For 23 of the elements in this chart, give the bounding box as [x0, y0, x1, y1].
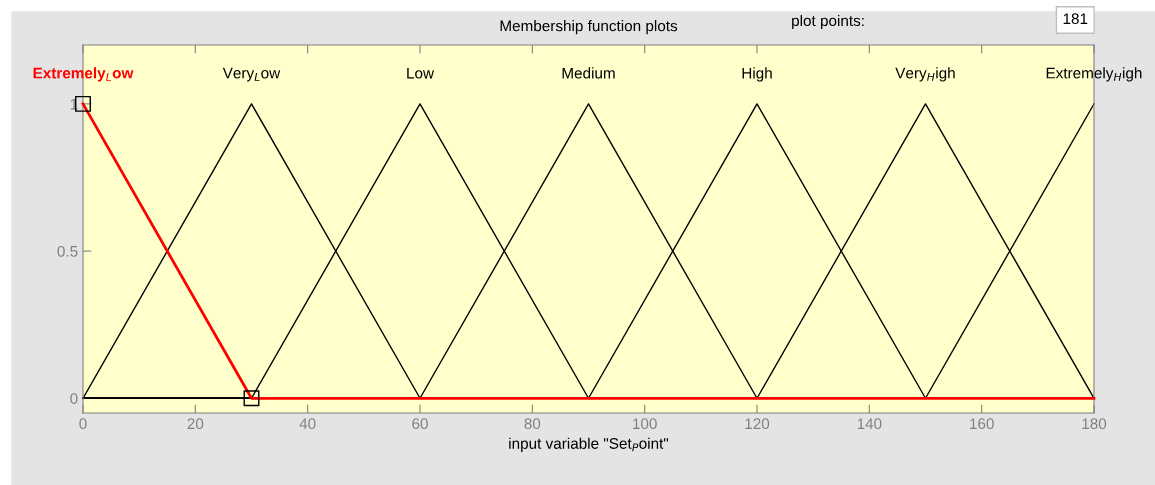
x-tick-label: 80	[524, 418, 541, 430]
y-tick-label: 0.5	[57, 245, 78, 257]
series-label: Extremely$_{L}$ow	[33, 67, 134, 82]
x-tick-label: 60	[412, 418, 428, 430]
x-tick-label: 120	[745, 418, 770, 430]
series-label: Very$_{H}$igh	[895, 67, 955, 82]
series-label: Very$_{L}$ow	[222, 67, 281, 82]
x-tick-label: 40	[299, 418, 316, 430]
x-tick-label: 100	[633, 418, 657, 430]
x-tick-label: 20	[187, 418, 204, 430]
text: Medium	[562, 67, 615, 79]
text: plot points:	[792, 14, 864, 30]
x-axis-title: input variable "Set$_{P}$oint"	[509, 437, 669, 452]
series-label: Extremely$_{H}$igh	[1046, 67, 1142, 82]
y-tick-label: 0	[70, 393, 78, 404]
series-label: High	[742, 67, 772, 82]
chart-title: Membership function plots	[500, 20, 678, 35]
x-tick-label: 160	[970, 418, 994, 430]
x-tick-label: 0	[79, 418, 87, 430]
x-tick-label: 180	[1082, 418, 1107, 430]
x-tick-label: 140	[857, 418, 882, 430]
series-label: Low	[407, 67, 435, 79]
text: 181	[1063, 13, 1088, 25]
